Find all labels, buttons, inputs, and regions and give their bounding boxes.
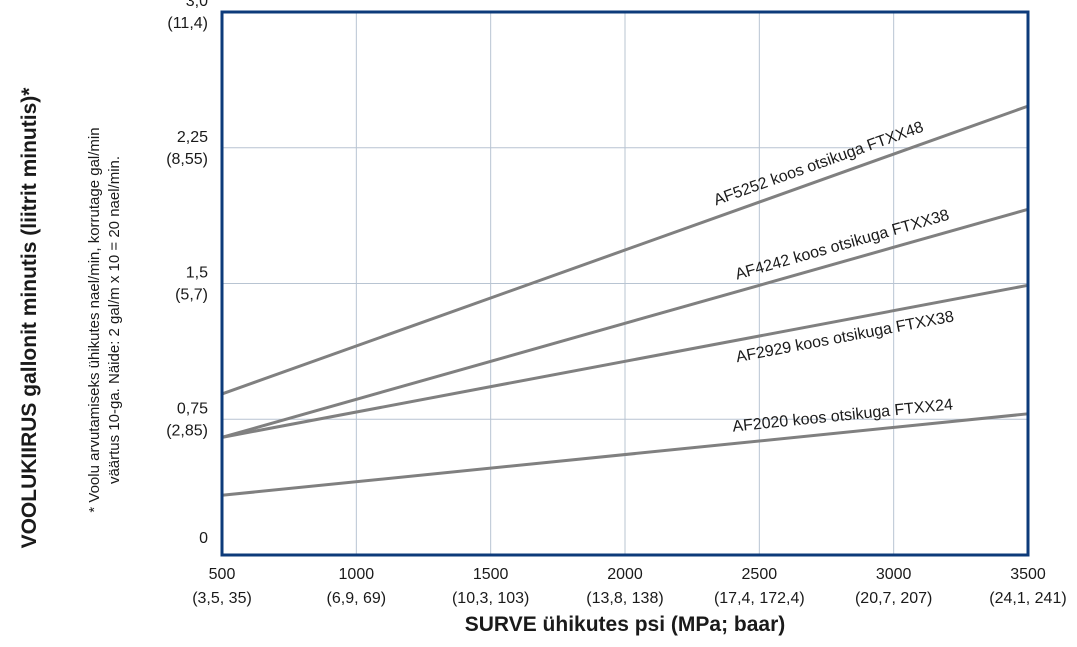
series-line [221,412,1029,497]
tick-labels: 500 (3,5, 35) 1000 (6,9, 69) 1500 (10,3, 103)… [166,0,1066,607]
y-tick-sublabel: (5,7) [175,287,208,304]
series-line [221,104,1029,396]
x-tick-label: 3000 [876,566,912,583]
x-tick-label: 3500 [1010,566,1046,583]
x-tick-sublabel: (10,3, 103) [452,590,529,607]
x-tick-sublabel: (24,1, 241) [989,590,1066,607]
y-tick-label: 0,75 [177,400,208,417]
gridlines [222,12,1028,555]
x-tick-sublabel: (13,8, 138) [586,590,663,607]
series-line [221,207,1029,439]
x-tick-label: 1000 [339,566,375,583]
series-label: AF2929 koos otsikuga FTXX38 [735,308,956,366]
y-tick-sublabel: (2,85) [166,422,208,439]
footnote-line-1: * Voolu arvutamiseks ühikutes nael/min, … [86,127,103,512]
x-tick-sublabel: (3,5, 35) [192,590,252,607]
series-line [221,283,1029,439]
x-tick-label: 500 [209,566,236,583]
x-tick-sublabel: (17,4, 172,4) [714,590,805,607]
x-tick-label: 2000 [607,566,643,583]
y-axis-title: VOOLUKIIRUS gallonit minutis (liitrit mi… [18,87,41,549]
x-tick-label: 1500 [473,566,509,583]
x-axis-title: SURVE ühikutes psi (MPa; baar) [465,613,786,636]
y-tick-label: 2,25 [177,129,208,146]
series-label: AF2020 koos otsikuga FTXX24 [732,396,954,435]
y-tick-label: 1,5 [186,265,208,282]
y-tick-sublabel: (11,4) [167,15,208,32]
x-tick-label: 2500 [742,566,778,583]
series-lines [221,104,1029,497]
footnote-line-2: väärtus 10-ga. Näide: 2 gal/m x 10 = 20 … [106,156,123,484]
y-tick-sublabel: (8,55) [166,151,208,168]
x-tick-sublabel: (20,7, 207) [855,590,932,607]
y-tick-label: 3,0 [186,0,208,10]
x-tick-sublabel: (6,9, 69) [327,590,387,607]
y-tick-label: 0 [199,530,208,547]
plot-frame [220,10,1030,557]
series-label: AF4242 koos otsikuga FTXX38 [733,207,951,284]
